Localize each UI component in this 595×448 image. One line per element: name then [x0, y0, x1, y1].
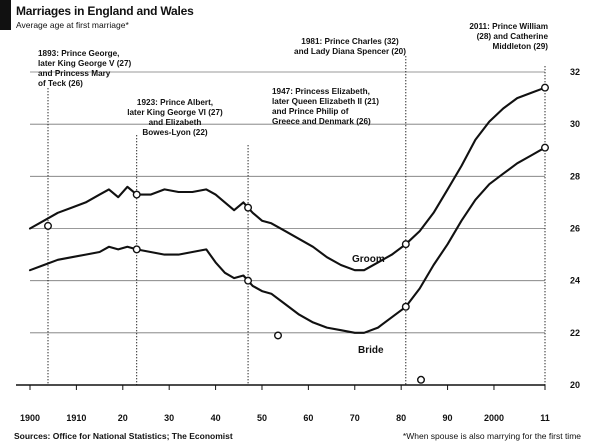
x-tick-label: 1910 [66, 413, 86, 423]
y-tick-label: 20 [570, 380, 580, 390]
y-tick-label: 26 [570, 224, 580, 234]
event-annotation-line: Bowes-Lyon (22) [142, 128, 207, 137]
event-point [541, 83, 550, 92]
event-annotation-line: Greece and Denmark (26) [272, 117, 371, 126]
event-point [244, 203, 253, 212]
event-point [132, 245, 141, 254]
x-tick-label: 60 [303, 413, 313, 423]
event-annotation-line: 2011: Prince William [469, 22, 548, 31]
event-annotation-line: 1923: Prince Albert, [137, 98, 213, 107]
x-tick-label: 1900 [20, 413, 40, 423]
event-annotation-line: (28) and Catherine [477, 32, 549, 41]
series-line-groom [28, 86, 547, 272]
chart-title: Marriages in England and Wales [16, 4, 194, 18]
source-note: Sources: Office for National Statistics;… [14, 431, 233, 441]
event-annotation-line: and Prince Philip of [272, 107, 349, 116]
x-tick-label: 70 [350, 413, 360, 423]
x-tick-label: 11 [540, 413, 550, 423]
series-label-bride: Bride [358, 345, 384, 356]
event-annotation-line: later King George V (27) [38, 59, 132, 68]
x-tick-label: 2000 [484, 413, 504, 423]
y-tick-label: 32 [570, 67, 580, 77]
x-tick-label: 40 [211, 413, 221, 423]
event-point [541, 143, 550, 152]
event-point [244, 276, 253, 285]
y-tick-label: 28 [570, 171, 580, 181]
y-tick-label: 22 [570, 328, 580, 338]
event-annotation: 1893: Prince George, later King George V … [38, 49, 132, 88]
event-point [417, 375, 426, 384]
x-tick-label: 30 [164, 413, 174, 423]
event-annotation-line: 1981: Prince Charles (32) [301, 37, 399, 46]
event-annotation: 1947: Princess Elizabeth, later Queen Eli… [272, 87, 379, 126]
event-annotation-line: 1893: Prince George, [38, 49, 119, 58]
x-tick-label: 50 [257, 413, 267, 423]
event-point [274, 331, 283, 340]
event-point [132, 190, 141, 199]
event-point [44, 221, 53, 230]
x-tick-label: 20 [118, 413, 128, 423]
event-point [401, 302, 410, 311]
event-annotation: 2011: Prince William (28) and Catherine Mi… [469, 22, 548, 51]
event-annotation-line: Middleton (29) [493, 42, 549, 51]
footnote: *When spouse is also marrying for the fi… [402, 431, 581, 441]
corner-block [0, 0, 11, 30]
event-annotation-line: and Lady Diana Spencer (20) [294, 47, 406, 56]
y-tick-label: 24 [570, 276, 580, 286]
x-tick-label: 90 [443, 413, 453, 423]
y-tick-label: 30 [570, 119, 580, 129]
event-annotation-line: later King George VI (27) [127, 108, 223, 117]
event-annotation: 1981: Prince Charles (32) and Lady Diana … [294, 37, 406, 56]
event-point [401, 240, 410, 249]
series-label-groom: Groom [352, 254, 385, 265]
event-annotation-line: 1947: Princess Elizabeth, [272, 87, 370, 96]
event-annotation: 1923: Prince Albert, later King George VI… [127, 98, 223, 137]
series-line-bride [28, 146, 547, 334]
event-annotation-line: of Teck (26) [38, 79, 83, 88]
event-annotation-line: later Queen Elizabeth II (21) [272, 97, 379, 106]
chart-subtitle: Average age at first marriage* [16, 20, 129, 30]
event-annotation-line: and Princess Mary [38, 69, 111, 78]
event-annotation-line: and Elizabeth [149, 118, 202, 127]
x-tick-label: 80 [396, 413, 406, 423]
